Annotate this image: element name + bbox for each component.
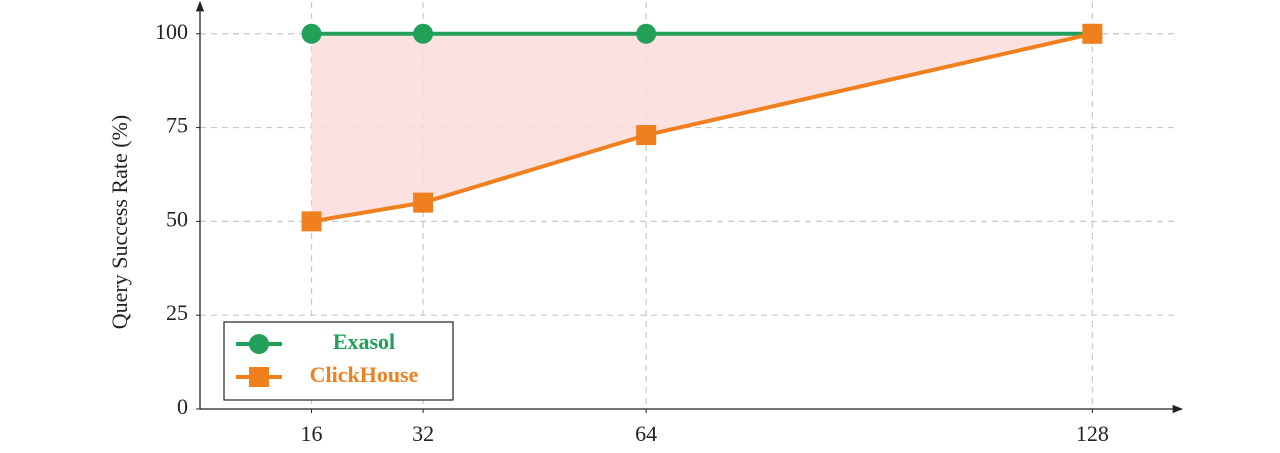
- series-line: [311, 31, 1093, 224]
- legend-label: Exasol: [333, 329, 395, 354]
- x-tick-label: 64: [635, 421, 657, 446]
- legend: Exasol ClickHouse: [223, 321, 454, 401]
- legend-marker: [249, 334, 269, 354]
- x-tick-label: 128: [1076, 421, 1109, 446]
- y-tick-label: 75: [166, 113, 188, 138]
- marker: [301, 23, 322, 44]
- y-tick-label: 0: [177, 394, 188, 419]
- y-tick-label: 25: [166, 300, 188, 325]
- marker: [413, 192, 434, 213]
- marker: [1082, 23, 1103, 44]
- marker: [301, 211, 322, 232]
- x-tick-label: 16: [301, 421, 323, 446]
- marker: [636, 23, 657, 44]
- legend-label: ClickHouse: [310, 362, 419, 387]
- legend-marker: [249, 367, 269, 387]
- plot-area: [301, 23, 1103, 232]
- y-tick-label: 50: [166, 206, 188, 231]
- y-axis-label: Query Success Rate (%): [107, 115, 132, 329]
- fill-between: [311, 33, 1093, 222]
- marker: [636, 125, 657, 146]
- y-tick-label: 100: [155, 19, 188, 44]
- x-tick-label: 32: [412, 421, 434, 446]
- marker: [413, 23, 434, 44]
